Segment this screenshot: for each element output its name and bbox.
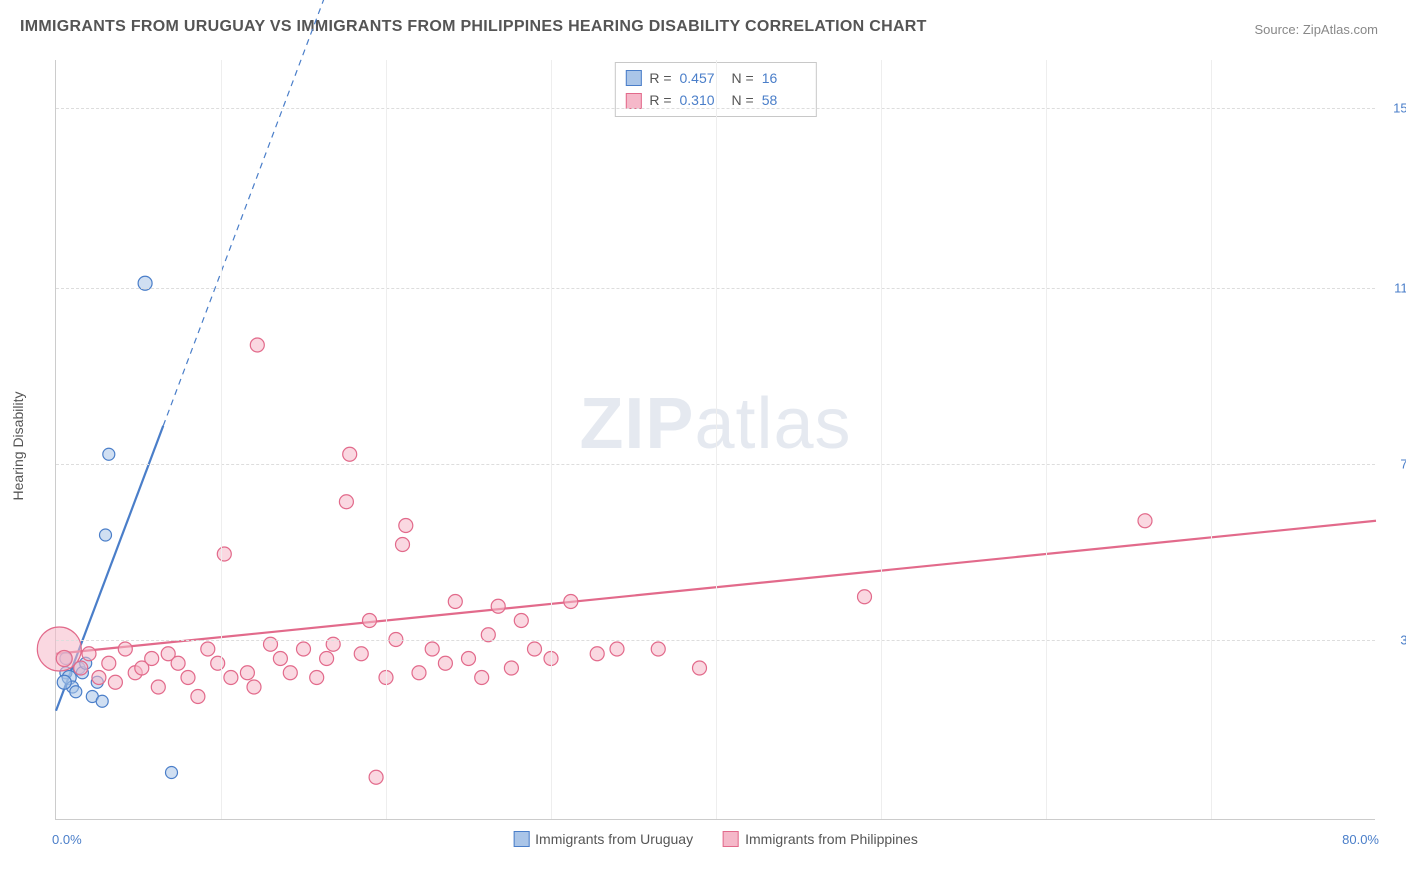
y-axis-title: Hearing Disability xyxy=(10,392,26,501)
y-tick-label: 3.8% xyxy=(1380,632,1406,647)
y-tick-label: 7.5% xyxy=(1380,456,1406,471)
legend-item-uruguay: Immigrants from Uruguay xyxy=(513,831,693,847)
stats-n-uruguay: 16 xyxy=(762,67,806,89)
bottom-legend: Immigrants from Uruguay Immigrants from … xyxy=(513,831,918,847)
x-min-label: 0.0% xyxy=(52,832,82,847)
legend-swatch-philippines xyxy=(723,831,739,847)
legend-item-philippines: Immigrants from Philippines xyxy=(723,831,918,847)
y-tick-label: 15.0% xyxy=(1380,100,1406,115)
source-label: Source: ZipAtlas.com xyxy=(1254,22,1378,37)
y-tick-label: 11.2% xyxy=(1380,281,1406,296)
chart-title: IMMIGRANTS FROM URUGUAY VS IMMIGRANTS FR… xyxy=(20,18,927,36)
x-max-label: 80.0% xyxy=(1342,832,1379,847)
legend-label-philippines: Immigrants from Philippines xyxy=(745,831,918,847)
gridline-v xyxy=(881,60,882,819)
gridline-v xyxy=(221,60,222,819)
plot-area: ZIPatlas R = 0.457 N = 16 R = 0.310 N = … xyxy=(55,60,1375,820)
gridline-v xyxy=(1211,60,1212,819)
stats-swatch-uruguay xyxy=(625,70,641,86)
stats-n-label: N = xyxy=(732,67,754,89)
stats-swatch-philippines xyxy=(625,93,641,109)
gridline-v xyxy=(716,60,717,819)
legend-swatch-uruguay xyxy=(513,831,529,847)
stats-r-label: R = xyxy=(649,67,671,89)
legend-label-uruguay: Immigrants from Uruguay xyxy=(535,831,693,847)
gridline-v xyxy=(1046,60,1047,819)
gridline-v xyxy=(551,60,552,819)
gridline-v xyxy=(386,60,387,819)
